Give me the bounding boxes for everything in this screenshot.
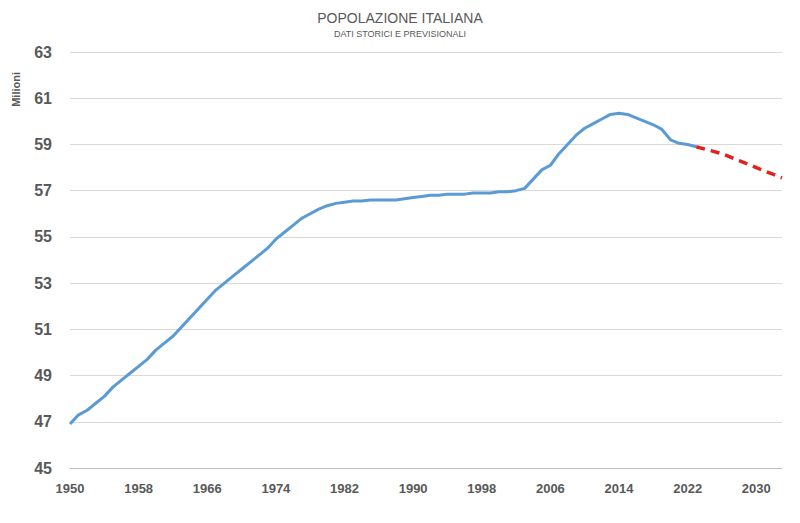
svg-text:63: 63 (34, 44, 52, 61)
svg-text:45: 45 (34, 460, 52, 477)
svg-text:55: 55 (34, 228, 52, 245)
svg-text:2006: 2006 (536, 481, 565, 496)
svg-text:POPOLAZIONE ITALIANA: POPOLAZIONE ITALIANA (317, 10, 483, 26)
svg-text:2022: 2022 (673, 481, 702, 496)
svg-text:1990: 1990 (399, 481, 428, 496)
svg-text:1950: 1950 (56, 481, 85, 496)
svg-text:2014: 2014 (605, 481, 635, 496)
svg-text:59: 59 (34, 136, 52, 153)
svg-text:61: 61 (34, 90, 52, 107)
svg-text:1998: 1998 (467, 481, 496, 496)
svg-text:47: 47 (34, 413, 52, 430)
svg-text:1958: 1958 (124, 481, 153, 496)
svg-text:57: 57 (34, 182, 52, 199)
svg-text:DATI STORICI E PREVISIONALI: DATI STORICI E PREVISIONALI (334, 29, 466, 39)
svg-text:53: 53 (34, 275, 52, 292)
svg-text:49: 49 (34, 367, 52, 384)
svg-text:1974: 1974 (261, 481, 291, 496)
svg-text:1966: 1966 (193, 481, 222, 496)
svg-text:2030: 2030 (742, 481, 771, 496)
svg-text:Milioni: Milioni (10, 72, 22, 107)
svg-text:51: 51 (34, 321, 52, 338)
svg-text:1982: 1982 (330, 481, 359, 496)
